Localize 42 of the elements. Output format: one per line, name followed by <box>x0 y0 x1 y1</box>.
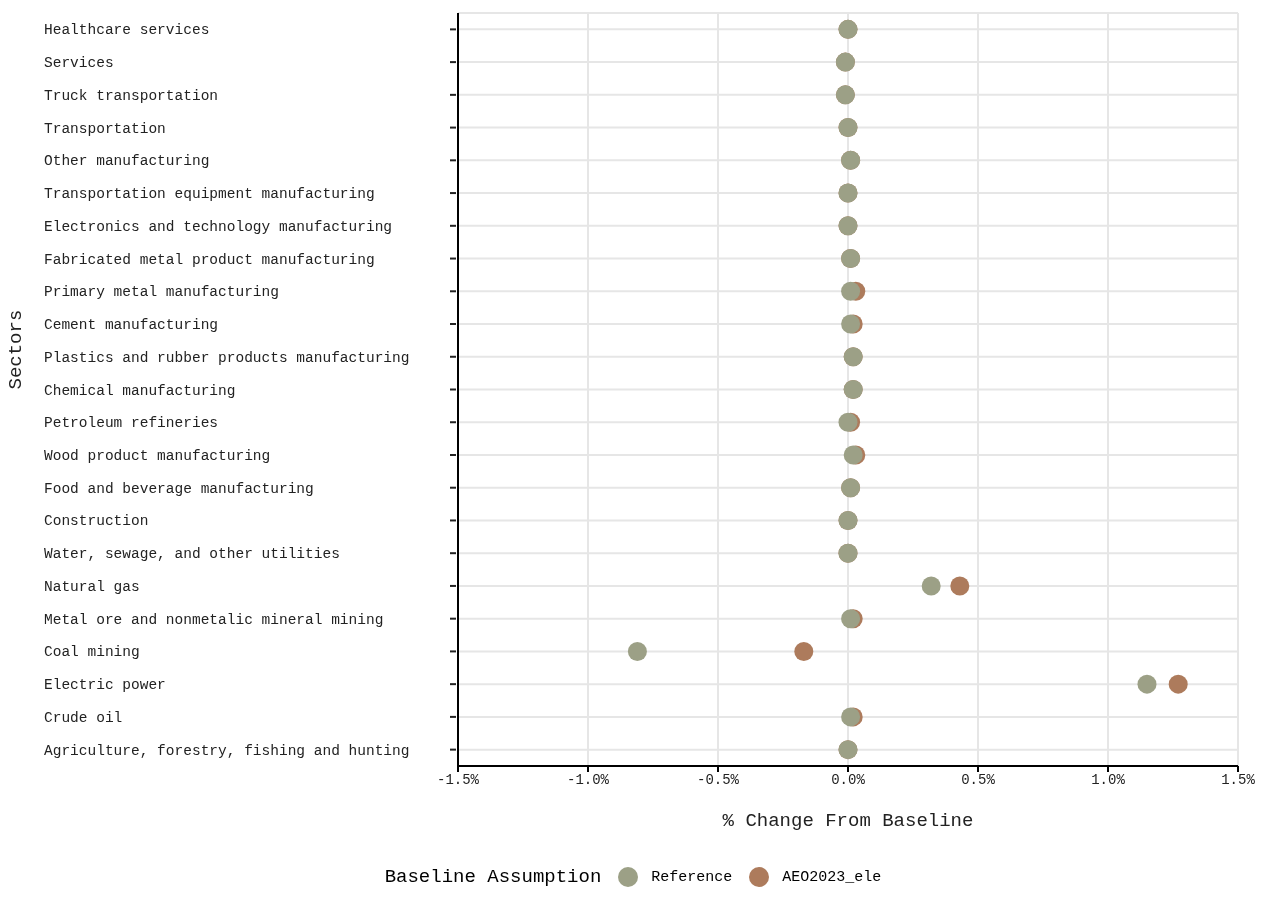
y-tick-label: Wood product manufacturing <box>44 447 271 464</box>
x-tick-label: -0.5% <box>696 771 740 788</box>
y-tick-label: Cement manufacturing <box>44 317 219 334</box>
point <box>841 281 861 301</box>
point <box>921 576 941 596</box>
y-tick-label: Water, sewage, and other utilities <box>44 546 340 563</box>
x-tick-label: 1.0% <box>1091 771 1126 788</box>
point <box>1137 674 1157 694</box>
y-tick-label: Transportation equipment manufacturing <box>44 186 375 203</box>
y-tick-label: Primary metal manufacturing <box>44 284 279 301</box>
y-tick-label: Food and beverage manufacturing <box>44 480 314 497</box>
y-tick-label: Electronics and technology manufacturing <box>44 218 393 235</box>
y-tick-label: Metal ore and nonmetalic mineral mining <box>44 611 384 628</box>
x-tick-label: -1.5% <box>436 771 480 788</box>
y-tick-label: Natural gas <box>44 578 140 595</box>
x-tick-label: 1.5% <box>1221 771 1256 788</box>
x-tick-label: -1.0% <box>566 771 610 788</box>
y-tick-label: Chemical manufacturing <box>44 382 236 399</box>
y-tick-label: Coal mining <box>44 644 140 661</box>
y-tick-label: Healthcare services <box>44 22 210 39</box>
y-tick-label: Construction <box>44 513 149 530</box>
legend-label: Reference <box>650 867 733 888</box>
y-tick-label: Petroleum refineries <box>44 415 219 432</box>
y-tick-label: Other manufacturing <box>44 153 210 170</box>
x-tick-label: 0.5% <box>961 771 996 788</box>
point <box>950 576 970 596</box>
y-tick-label: Crude oil <box>44 709 123 726</box>
x-axis-title: % Change From Baseline <box>722 810 974 832</box>
y-tick-label: Services <box>44 55 114 72</box>
point <box>1168 674 1188 694</box>
y-tick-label: Electric power <box>44 677 166 694</box>
point <box>627 641 647 661</box>
y-tick-label: Transportation <box>44 120 166 137</box>
y-tick-label: Truck transportation <box>44 87 219 104</box>
y-tick-label: Agriculture, forestry, fishing and hunting <box>44 742 410 759</box>
legend-label: AEO2023_ele <box>781 867 882 888</box>
y-axis-title: Sectors <box>4 309 27 390</box>
legend-title: Baseline Assumption <box>384 866 602 888</box>
x-tick-label: 0.0% <box>831 771 866 788</box>
point <box>794 641 814 661</box>
y-tick-label: Plastics and rubber products manufacturing <box>44 349 410 366</box>
y-tick-label: Fabricated metal product manufacturing <box>44 251 375 268</box>
